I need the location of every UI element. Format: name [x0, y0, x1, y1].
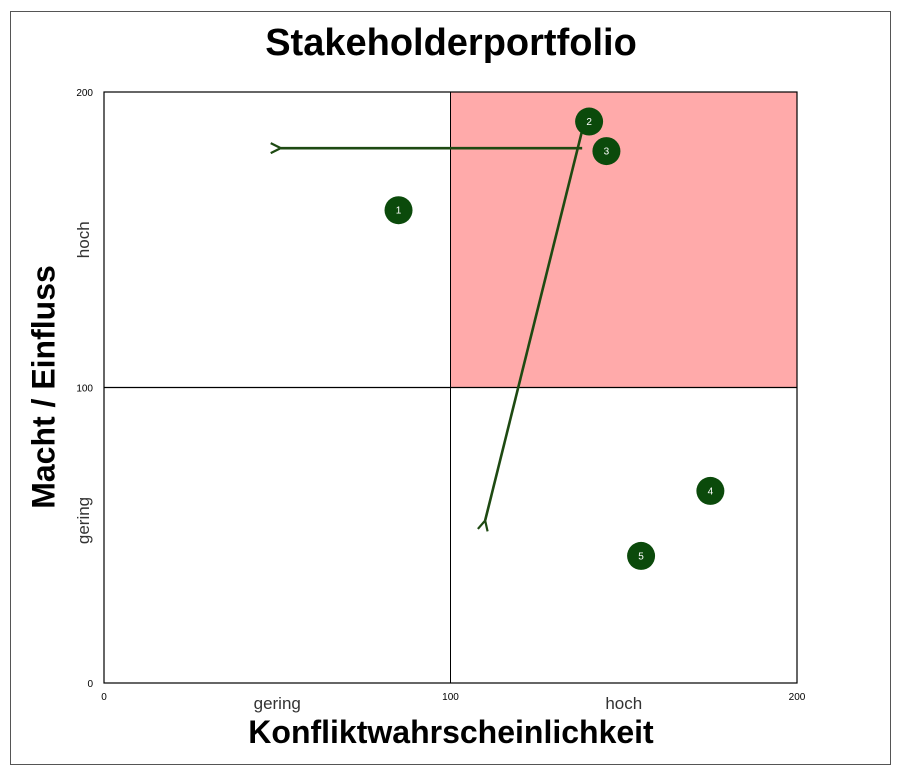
stakeholder-point-4: 4: [696, 476, 725, 505]
x-tick-label: 100: [442, 692, 459, 703]
x-tick-label: 200: [789, 692, 806, 703]
stakeholder-label: 1: [396, 206, 402, 217]
highlight-quadrant: [450, 92, 797, 388]
stakeholder-marker: [592, 137, 621, 166]
y-category-label: hoch: [74, 221, 93, 258]
y-tick-label: 0: [87, 679, 93, 690]
stakeholder-point-3: 3: [592, 137, 621, 166]
chart-frame: [10, 11, 891, 765]
y-tick-label: 100: [76, 384, 93, 395]
movement-arrow: [485, 130, 584, 520]
x-axis-label: Konfliktwahrscheinlichkeit: [248, 714, 654, 750]
stakeholder-label: 4: [708, 486, 714, 497]
stakeholder-label: 5: [638, 551, 644, 562]
stakeholder-point-5: 5: [627, 541, 656, 570]
stakeholder-label: 3: [604, 147, 610, 158]
y-tick-label: 200: [76, 88, 93, 99]
chart-title: Stakeholderportfolio: [265, 22, 637, 64]
stakeholder-label: 2: [586, 117, 592, 128]
stakeholder-marker: [575, 107, 604, 136]
stakeholder-point-2: 2: [575, 107, 604, 136]
x-category-label: hoch: [605, 694, 642, 713]
stakeholder-marker: [696, 476, 725, 505]
stakeholder-marker: [627, 541, 656, 570]
y-category-label: gering: [74, 497, 93, 544]
x-category-label: gering: [254, 694, 301, 713]
x-tick-label: 0: [101, 692, 107, 703]
stakeholder-marker: [384, 196, 413, 225]
stakeholder-point-1: 1: [384, 196, 413, 225]
